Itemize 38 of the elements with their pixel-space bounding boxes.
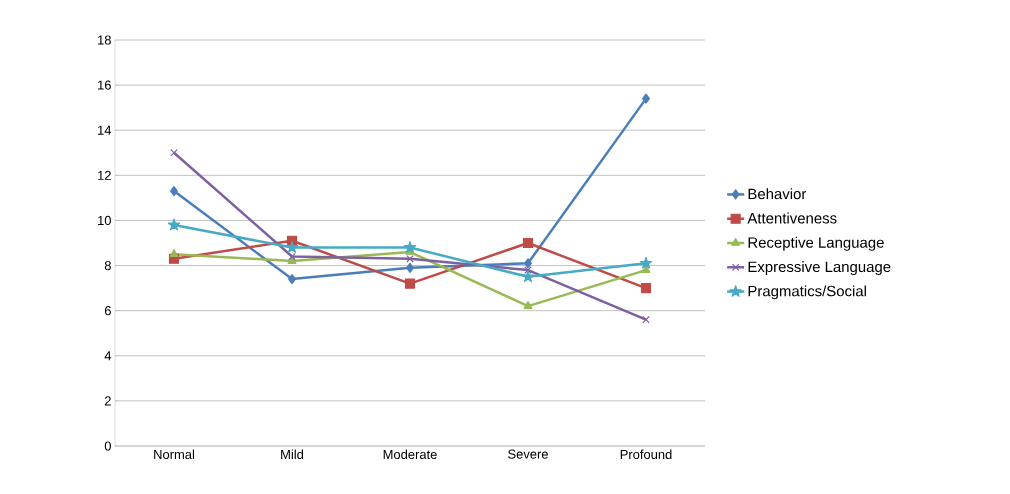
- legend-label: Receptive Language: [748, 236, 884, 251]
- x-tick-label: Normal: [154, 449, 194, 460]
- y-tick-label: 8: [104, 260, 111, 271]
- x-tick-label: Mild: [281, 449, 304, 460]
- y-tick-label: 2: [104, 396, 111, 406]
- point: [522, 237, 534, 249]
- point: [404, 278, 416, 289]
- y-tick-label: 18: [98, 35, 111, 45]
- legend-label: Behavior: [748, 188, 807, 200]
- point: [521, 270, 535, 283]
- legend-label: Expressive Language: [748, 261, 891, 276]
- point: [406, 262, 414, 273]
- legend-label: Attentiveness: [747, 212, 837, 224]
- y-tick-label: 14: [98, 125, 112, 135]
- legend-label: Pragmatics/Social: [748, 285, 866, 300]
- point: [170, 186, 178, 197]
- point: [169, 249, 179, 258]
- y-tick-label: 12: [98, 170, 111, 180]
- point: [403, 241, 417, 253]
- point: [524, 258, 532, 269]
- point: [285, 241, 299, 253]
- x-tick-label: Profound: [620, 449, 672, 460]
- y-tick-label: 10: [98, 215, 111, 226]
- x-tick-label: Moderate: [383, 449, 437, 460]
- point: [170, 149, 178, 157]
- point: [523, 301, 533, 309]
- y-tick-label: 16: [98, 80, 111, 90]
- point: [640, 283, 652, 294]
- point: [167, 218, 181, 231]
- y-tick-label: 0: [104, 441, 111, 451]
- point: [642, 315, 650, 324]
- point: [288, 274, 296, 285]
- point: [642, 93, 650, 104]
- point: [406, 255, 414, 263]
- x-tick-label: Severe: [508, 449, 548, 459]
- y-tick-label: 4: [104, 351, 112, 361]
- point: [639, 256, 653, 269]
- y-tick-label: 6: [104, 306, 111, 316]
